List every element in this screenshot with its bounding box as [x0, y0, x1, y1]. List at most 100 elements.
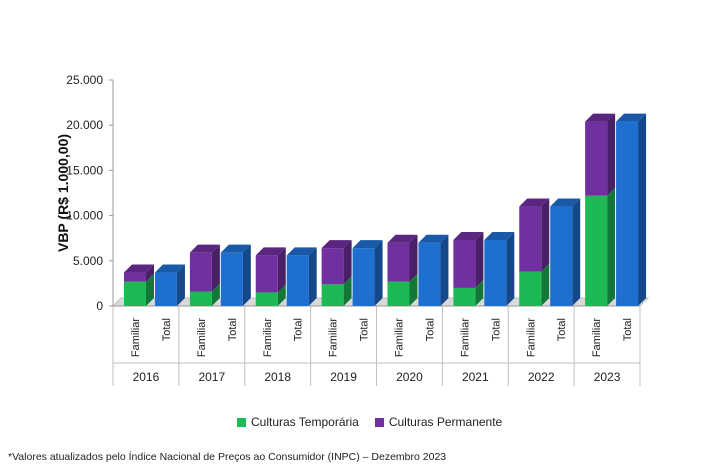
bar-familiar-temporaria	[189, 283, 220, 306]
y-axis-title: VBP (R$ 1.000,00)	[55, 134, 71, 252]
bar-familiar-permanente-top	[519, 198, 550, 207]
bar-familiar-temporaria	[321, 276, 352, 306]
bar-total	[616, 113, 647, 306]
bar-familiar-permanente-front	[124, 272, 146, 282]
bar-familiar-permanente-top	[124, 264, 154, 273]
y-tick-label: 20.000	[66, 118, 103, 132]
bar-total-top	[220, 244, 251, 253]
bar-total-top	[550, 198, 581, 207]
bar-familiar-permanente	[387, 234, 418, 282]
bar-total-top	[154, 264, 185, 273]
bar-familiar-permanente-side	[146, 264, 154, 282]
bar-familiar-temporaria-front	[387, 281, 410, 306]
bar-total-top	[418, 234, 449, 243]
y-tick-label: 15.000	[66, 163, 103, 177]
bar-familiar-permanente-top	[453, 232, 484, 241]
x-category-label: Total	[161, 318, 173, 341]
bar-familiar-permanente-side	[475, 232, 484, 288]
x-category-label: Total	[424, 318, 436, 341]
bar-total-side	[176, 264, 185, 306]
bar-familiar-temporaria-side	[146, 273, 154, 306]
bar-familiar-temporaria	[585, 187, 616, 306]
legend-swatch-temporaria	[237, 417, 246, 427]
bar-total-front	[616, 121, 639, 306]
chart-labels: 0 5.000 10.000 15.000 20.000 25.000 VBP (R$ 1.…	[55, 73, 634, 384]
bar-familiar-temporaria-front	[321, 284, 344, 306]
bar-familiar-permanente-front	[189, 252, 212, 292]
bar-familiar-permanente-top	[321, 240, 352, 249]
bar-familiar-permanente-side	[607, 113, 616, 196]
bar-total	[220, 244, 251, 306]
chart-bars	[124, 113, 647, 306]
x-year-label: 2023	[594, 370, 621, 384]
legend-item-temporaria: Culturas Temporária	[237, 415, 359, 429]
x-category-label: Total	[359, 318, 371, 341]
bar-total-side	[638, 113, 647, 306]
bar-familiar-temporaria-front	[255, 292, 278, 306]
bar-total-front	[220, 252, 243, 306]
bar-chart: 0 5.000 10.000 15.000 20.000 25.000 VBP (R$ 1.…	[55, 73, 650, 386]
chart-legend: Culturas Temporária Culturas Permanente	[237, 415, 502, 429]
bar-familiar-permanente-front	[585, 121, 608, 196]
bar-total-front	[484, 240, 507, 306]
bar-total	[484, 232, 515, 306]
bar-familiar-permanente	[453, 232, 484, 288]
x-category-label: Total	[556, 318, 568, 341]
bar-total-top	[484, 232, 515, 241]
bar-total	[352, 240, 383, 306]
bar-familiar-permanente-side	[409, 234, 418, 282]
bar-familiar-permanente-top	[585, 113, 616, 122]
bar-familiar-temporaria-front	[453, 287, 476, 306]
x-category-label: Familiar	[525, 318, 537, 357]
bar-familiar-temporaria-front	[189, 291, 212, 306]
bar-total-side	[308, 247, 317, 306]
bar-familiar-temporaria-side	[541, 263, 550, 306]
legend-label-permanente: Culturas Permanente	[388, 415, 503, 429]
bar-total-side	[374, 240, 383, 306]
bar-familiar-temporaria	[519, 263, 550, 306]
x-category-label: Familiar	[459, 318, 471, 357]
bar-familiar-permanente-side	[277, 247, 286, 293]
legend-swatch-permanente	[374, 417, 384, 427]
bar-familiar-permanente-front	[321, 248, 344, 285]
bar-familiar-permanente-top	[189, 244, 220, 253]
bar-familiar-temporaria	[387, 273, 418, 306]
bar-total-top	[352, 240, 383, 249]
bar-total-front	[418, 242, 441, 306]
x-category-label: Familiar	[196, 318, 208, 357]
bar-familiar-permanente	[255, 247, 286, 293]
legend-item-permanente: Culturas Permanente	[374, 415, 503, 429]
bar-familiar-temporaria-side	[475, 279, 484, 306]
bar-total-side	[572, 198, 581, 306]
x-category-label: Familiar	[328, 318, 340, 357]
bar-familiar-temporaria-side	[277, 284, 286, 306]
bar-total-side	[506, 232, 515, 306]
bar-total-top	[616, 113, 647, 122]
x-category-label: Familiar	[262, 318, 274, 357]
x-category-label: Familiar	[130, 318, 142, 357]
x-category-label: Total	[622, 318, 634, 341]
bar-familiar-permanente	[321, 240, 352, 285]
bar-total-front	[352, 248, 375, 306]
bar-familiar-temporaria-front	[585, 195, 608, 306]
y-tick-label: 25.000	[66, 73, 103, 87]
bar-total	[286, 247, 317, 306]
x-year-label: 2021	[462, 370, 489, 384]
footnote: *Valores atualizados pelo Índice Naciona…	[8, 451, 447, 463]
bar-familiar-permanente-top	[255, 247, 286, 256]
bar-familiar-temporaria-front	[519, 271, 542, 306]
x-year-label: 2020	[396, 370, 423, 384]
x-category-label: Total	[293, 318, 305, 341]
bar-total-side	[440, 234, 449, 306]
x-category-label: Total	[227, 318, 239, 341]
bar-familiar-permanente-top	[387, 234, 418, 243]
bar-familiar-temporaria-side	[343, 276, 352, 306]
bar-familiar-temporaria	[255, 284, 286, 306]
x-year-label: 2018	[264, 370, 291, 384]
bar-familiar-temporaria	[124, 273, 154, 306]
y-tick-label: 0	[96, 299, 103, 313]
bar-familiar-permanente	[189, 244, 220, 292]
bar-familiar-permanente	[519, 198, 550, 272]
x-category-label: Familiar	[591, 318, 603, 357]
bar-familiar-permanente	[585, 113, 616, 196]
